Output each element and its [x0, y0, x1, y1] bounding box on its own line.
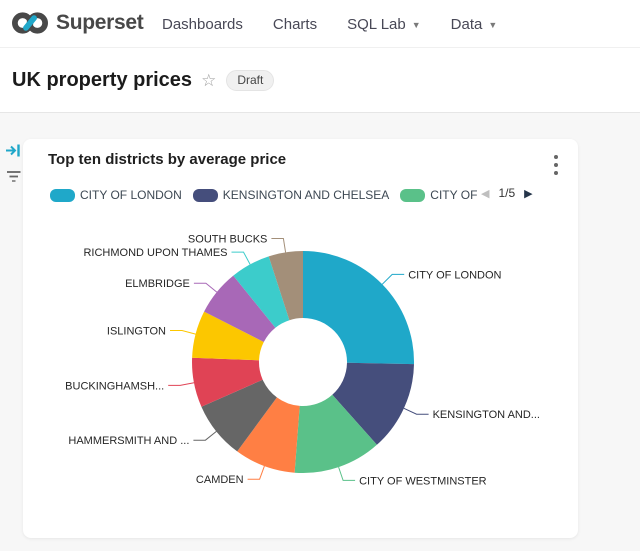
pie-slice-buckinghamsh[interactable]	[192, 357, 263, 407]
pie-slice-city-of-westminster[interactable]	[294, 394, 377, 474]
pie-slice-south-bucks[interactable]	[268, 250, 303, 321]
expand-filter-bar-icon[interactable]	[5, 143, 21, 163]
more-options-icon[interactable]	[547, 154, 565, 176]
label-leader-line	[247, 465, 265, 480]
pie-slice-label: BUCKINGHAMSH...	[65, 380, 164, 392]
label-leader-line	[168, 382, 195, 386]
legend-swatch	[50, 188, 75, 202]
pie-slice-label: ELMBRIDGE	[125, 278, 190, 290]
pie-slice-label: RICHMOND UPON THAMES	[83, 247, 227, 259]
superset-logo-icon	[12, 12, 48, 34]
legend-next-icon[interactable]: ▶	[524, 187, 533, 200]
main-nav: Dashboards Charts SQL Lab ▼ Data ▼	[162, 0, 497, 48]
pie-slice-label: SOUTH BUCKS	[188, 233, 267, 245]
label-leader-line	[193, 431, 217, 441]
legend-swatch	[400, 188, 426, 202]
legend-pagination: ◀ 1/5 ▶	[481, 186, 533, 200]
filter-icon[interactable]	[6, 170, 22, 188]
pie-slice-camden[interactable]	[237, 397, 300, 473]
brand-name: Superset	[56, 11, 144, 34]
favorite-star-icon[interactable]: ☆	[201, 71, 217, 90]
nav-item-data[interactable]: Data ▼	[450, 15, 498, 33]
legend-prev-icon[interactable]: ◀	[481, 187, 490, 200]
chevron-down-icon: ▼	[411, 19, 421, 30]
pie-slice-city-of-london[interactable]	[303, 251, 415, 365]
legend-swatch	[192, 188, 218, 202]
dashboard-content: Top ten districts by average price CITY …	[0, 114, 640, 551]
chart-card: Top ten districts by average price CITY …	[23, 139, 578, 538]
status-badge[interactable]: Draft	[226, 69, 275, 91]
pie-slice-label: HAMMERSMITH AND ...	[68, 435, 189, 447]
nav-item-sql-lab[interactable]: SQL Lab ▼	[347, 15, 421, 33]
chart-legend: CITY OF LONDON KENSINGTON AND CHELSEA CI…	[50, 187, 478, 203]
label-leader-line	[271, 238, 287, 253]
legend-item-city-of-london[interactable]: CITY OF LONDON	[50, 188, 182, 202]
label-leader-line	[193, 282, 218, 293]
pie-slice-label: CITY OF LONDON	[408, 269, 501, 281]
pie-slice-kensington-and[interactable]	[332, 362, 414, 445]
legend-page-indicator: 1/5	[498, 186, 516, 200]
chart-title: Top ten districts by average price	[48, 151, 287, 168]
pie-slice-elmbridge[interactable]	[204, 275, 276, 342]
label-leader-line	[231, 251, 251, 265]
pie-slice-label: CAMDEN	[196, 474, 244, 486]
dashboard-title-bar: UK property prices ☆ Draft	[0, 48, 640, 113]
pie-slice-label: CITY OF WESTMINSTER	[359, 475, 487, 487]
label-leader-line	[170, 330, 196, 335]
top-nav-bar: Superset Dashboards Charts SQL Lab ▼ Dat…	[0, 0, 640, 48]
legend-item-city-of-westminster[interactable]: CITY OF WES	[400, 188, 478, 202]
brand[interactable]: Superset	[12, 8, 144, 38]
pie-slice-label: KENSINGTON AND...	[433, 409, 540, 421]
pie-slice-islington[interactable]	[192, 311, 264, 361]
label-leader-line	[338, 466, 356, 481]
donut-chart: CITY OF LONDON KENSINGTON AND... CITY OF W…	[65, 233, 540, 487]
pie-slice-hammersmith-and[interactable]	[201, 379, 277, 452]
legend-item-kensington-and-chelsea[interactable]: KENSINGTON AND CHELSEA	[192, 188, 389, 202]
pie-slice-label: ISLINGTON	[107, 325, 166, 337]
nav-item-charts[interactable]: Charts	[272, 15, 318, 33]
label-leader-line	[403, 407, 429, 415]
nav-item-dashboards[interactable]: Dashboards	[162, 15, 243, 33]
chevron-down-icon: ▼	[488, 19, 498, 30]
pie-slice-richmond-upon-thames[interactable]	[233, 256, 290, 328]
label-leader-line	[381, 273, 405, 285]
page-title: UK property prices	[12, 68, 193, 91]
